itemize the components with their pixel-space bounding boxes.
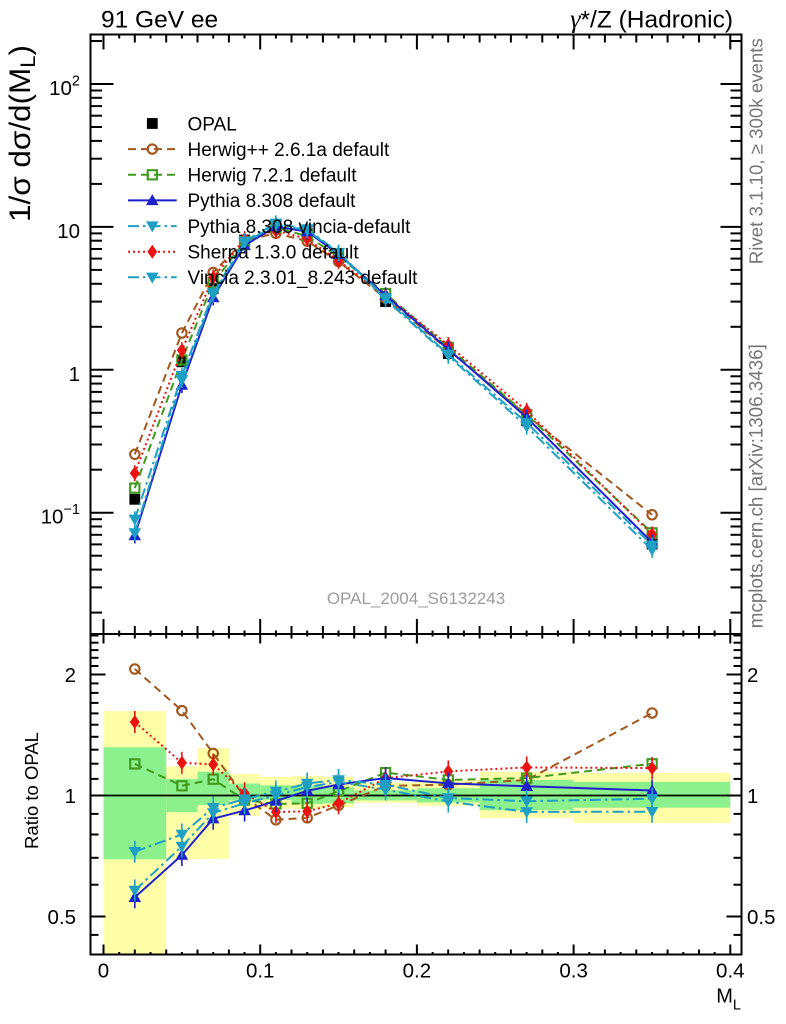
- svg-text:Rivet 3.1.10, ≥ 300k events: Rivet 3.1.10, ≥ 300k events: [745, 38, 766, 264]
- svg-text:2: 2: [65, 664, 76, 687]
- svg-text:0.4: 0.4: [716, 960, 745, 983]
- svg-text:1: 1: [747, 785, 758, 808]
- svg-text:0.1: 0.1: [246, 960, 275, 983]
- svg-text:91 GeV ee: 91 GeV ee: [101, 7, 218, 34]
- svg-text:γ*/Z (Hadronic): γ*/Z (Hadronic): [570, 5, 733, 34]
- svg-text:0.2: 0.2: [403, 960, 432, 983]
- svg-text:OPAL: OPAL: [188, 114, 237, 135]
- svg-text:2: 2: [747, 664, 758, 687]
- svg-text:Sherpa 1.3.0 default: Sherpa 1.3.0 default: [188, 243, 360, 264]
- svg-text:0: 0: [98, 960, 109, 983]
- svg-text:Pythia 8.308 default: Pythia 8.308 default: [188, 191, 357, 212]
- svg-text:Ratio to OPAL: Ratio to OPAL: [21, 732, 42, 849]
- svg-text:OPAL_2004_S6132243: OPAL_2004_S6132243: [327, 589, 505, 608]
- svg-text:1: 1: [65, 785, 76, 808]
- svg-text:Vincia 2.3.01_8.243 default: Vincia 2.3.01_8.243 default: [188, 268, 419, 289]
- svg-text:10: 10: [57, 220, 80, 243]
- svg-text:0.5: 0.5: [48, 906, 77, 929]
- svg-text:Herwig++ 2.6.1a default: Herwig++ 2.6.1a default: [188, 140, 390, 161]
- svg-text:Pythia 8.308 vincia-default: Pythia 8.308 vincia-default: [188, 217, 412, 238]
- svg-text:mcplots.cern.ch [arXiv:1306.34: mcplots.cern.ch [arXiv:1306.3436]: [747, 344, 768, 628]
- svg-text:Herwig 7.2.1 default: Herwig 7.2.1 default: [188, 166, 358, 187]
- svg-text:1: 1: [69, 363, 80, 386]
- svg-text:1/σ dσ/d(ML): 1/σ dσ/d(ML): [4, 45, 40, 222]
- svg-text:0.5: 0.5: [747, 906, 776, 929]
- svg-text:0.3: 0.3: [559, 960, 588, 983]
